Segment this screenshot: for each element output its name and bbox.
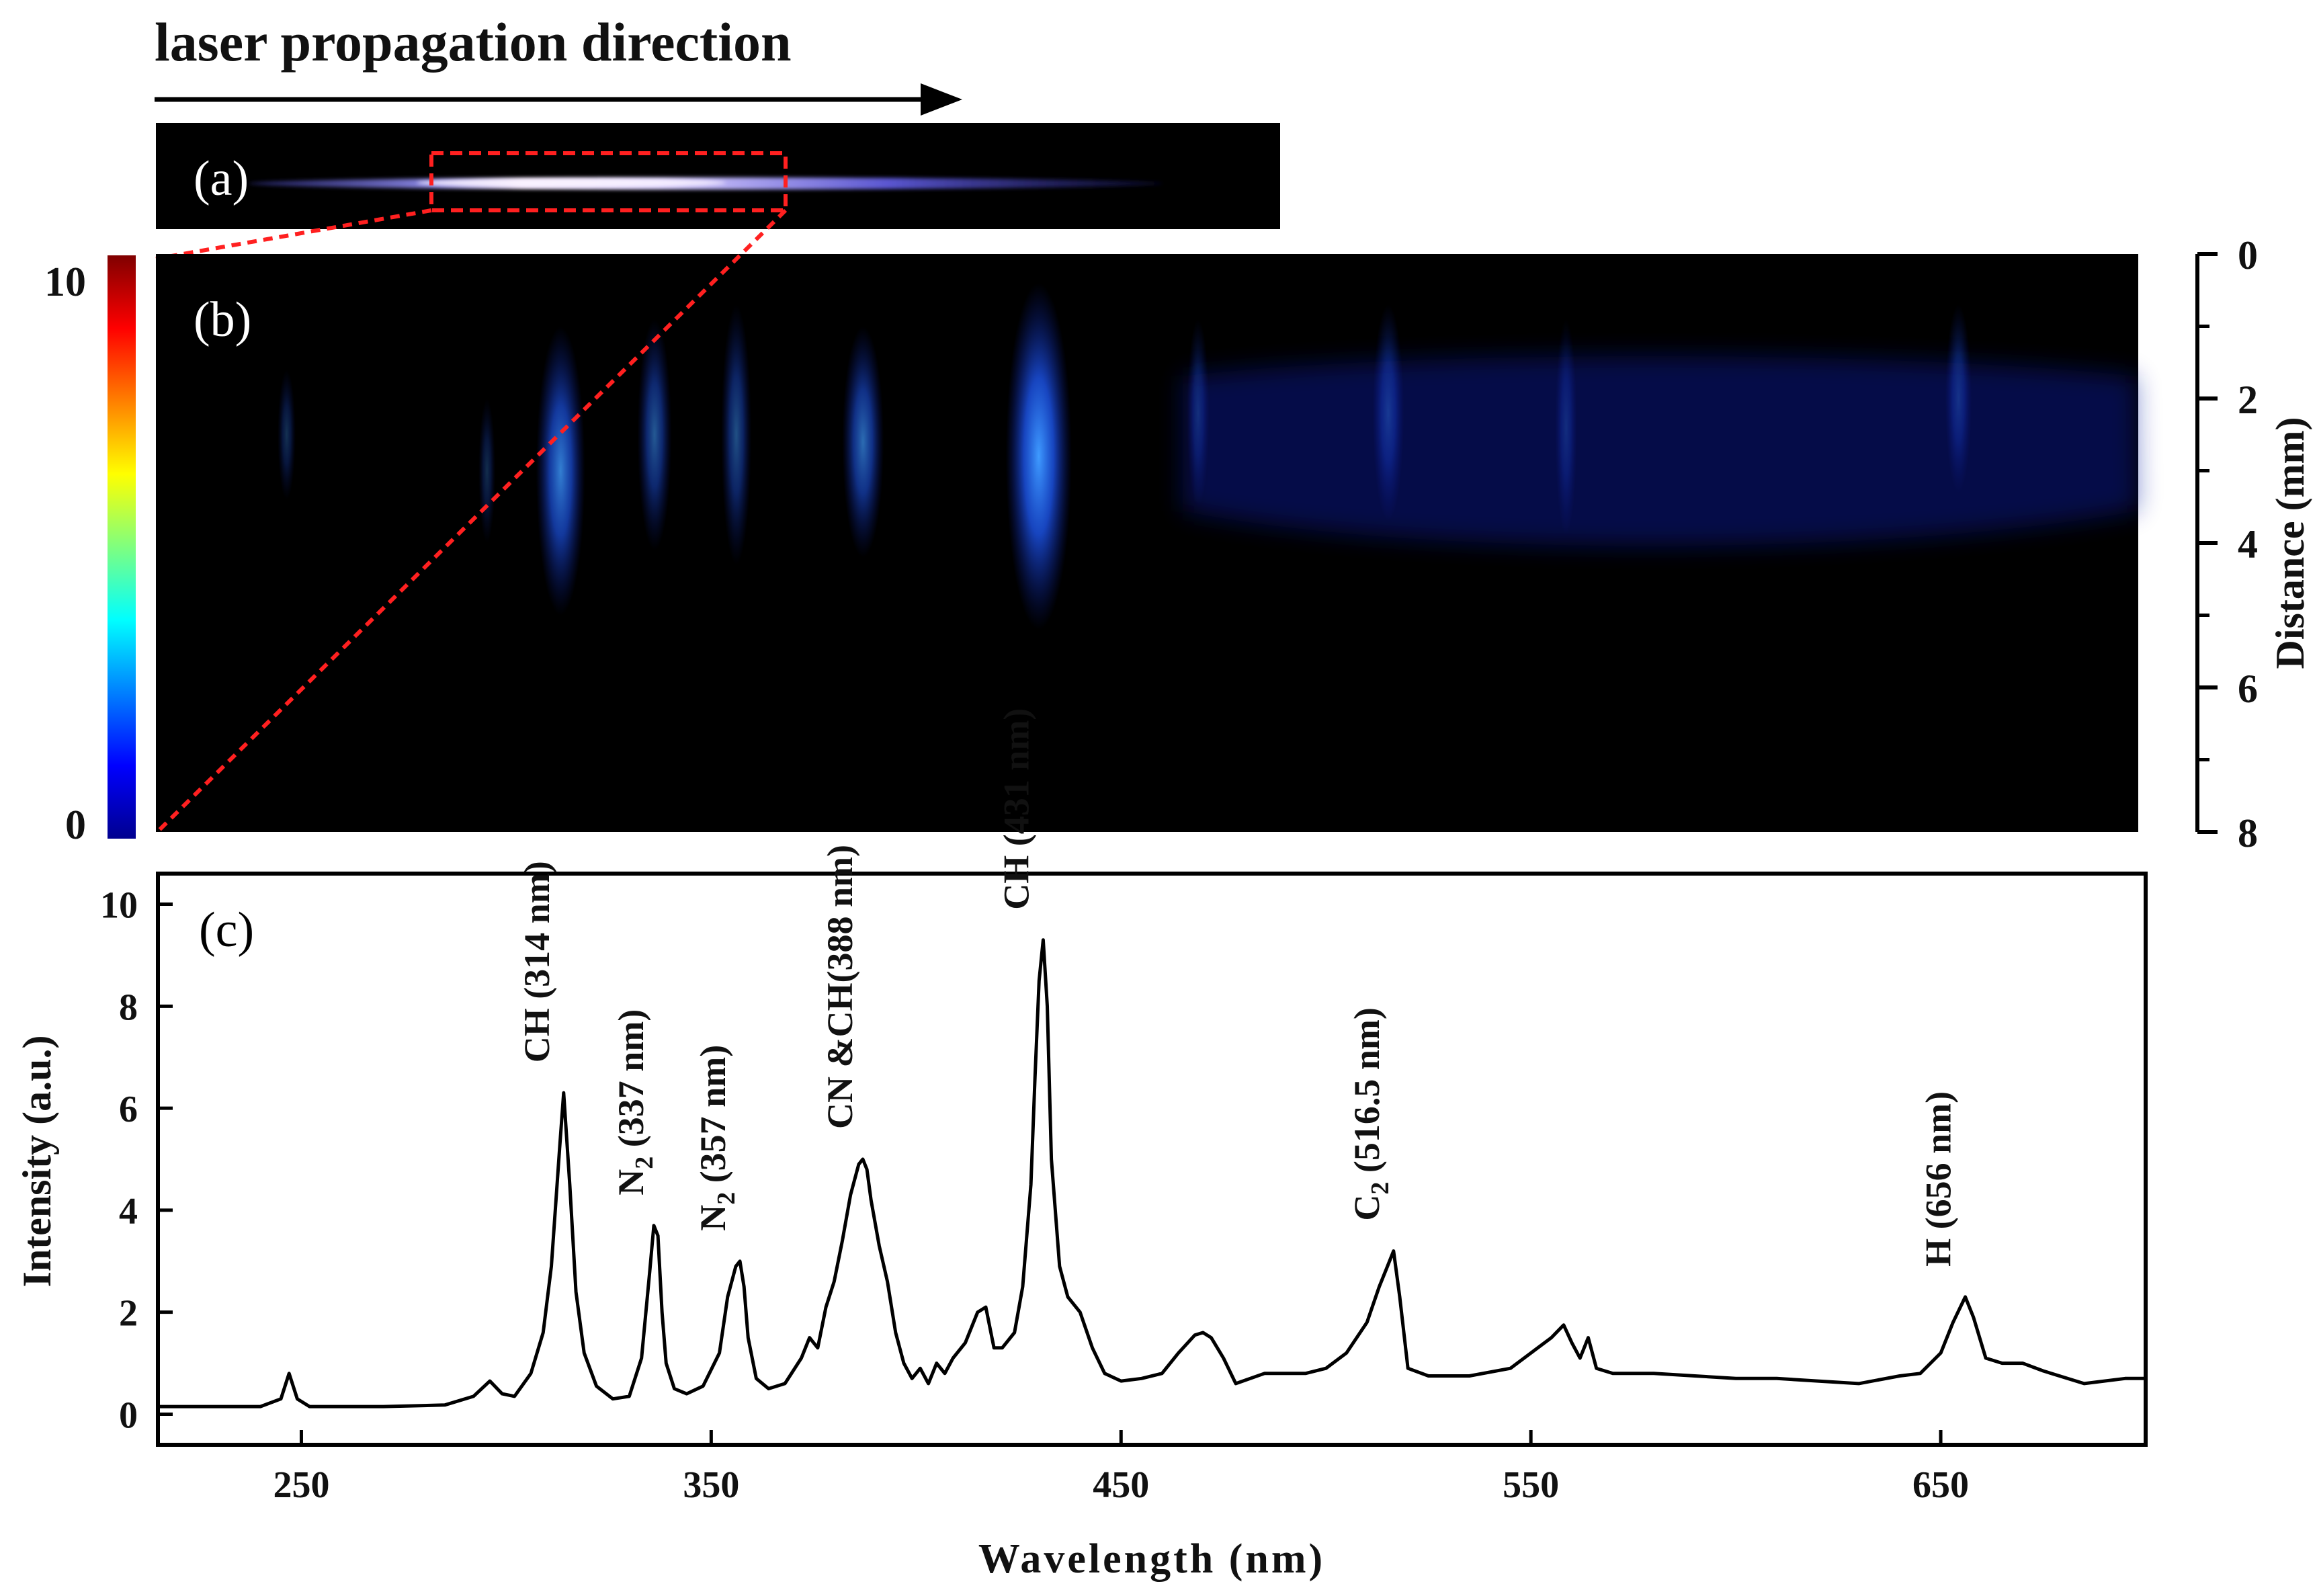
zoom-line-right [154,208,788,835]
y-tick-label: 4 [119,1191,138,1232]
x-axis-label: Wavelength (nm) [978,1536,1325,1582]
x-tick-label: 250 [273,1464,329,1506]
y-tick-label: 6 [119,1089,138,1130]
distance-axis-label: Distance (mm) [2268,417,2312,669]
panel-c-frame [156,872,2148,1447]
y-tick-label: 0 [119,1394,138,1436]
distance-axis: 0 2 4 6 8 [2195,233,2258,855]
x-tick-label: 450 [1093,1464,1149,1506]
peak-label: N2 (357 nm) [693,1045,741,1231]
y-tick-label: 10 [100,885,138,927]
x-tick-label: 550 [1503,1464,1559,1506]
colorbar [108,255,136,839]
panel-c-label: (c) [199,902,254,958]
emission-band [842,326,884,558]
peak-label: CN &CH(388 nm) [820,845,860,1129]
peak-labels: CH (314 nm) N2 (337 nm) N2 (357 nm) CN &CH(… [517,708,1959,1267]
x-tick-label: 650 [1912,1464,1969,1506]
peak-label: N2 (337 nm) [611,1009,659,1195]
panel-a-image [156,123,1280,229]
colorbar-max-label: 10 [44,259,86,305]
propagation-arrow-head [921,83,962,116]
distance-tick-label: 0 [2238,233,2258,278]
panel-b-heatmap: (b) [156,254,2138,832]
peak-label: H (656 nm) [1919,1091,1959,1267]
y-tick-label: 2 [119,1293,138,1335]
peak-label: CH (314 nm) [517,861,557,1062]
emission-band [278,370,296,500]
emission-band [478,398,496,543]
peak-label: CH (431 nm) [996,708,1036,910]
plasma-filament-core [417,179,726,187]
y-tick-label: 8 [119,986,138,1028]
spectrum-axes: 250 350 450 550 650 0 2 4 6 8 10 [100,885,1969,1506]
emission-band [536,326,585,616]
distance-tick-label: 6 [2238,667,2258,711]
panel-a-label: (a) [194,151,249,206]
selection-box [429,151,788,212]
x-tick-label: 350 [683,1464,739,1506]
heatmap-background [156,254,2138,832]
zoom-line-left [155,208,432,261]
distance-tick-label: 4 [2238,522,2258,566]
distance-tick-label: 8 [2238,811,2258,855]
emission-band [721,304,752,565]
peak-label: C2 (516.5 nm) [1347,1007,1394,1220]
colorbar-min-label: 0 [65,802,86,848]
heatmap-glow-region [1183,356,2138,546]
spectrum-line [158,938,2146,1409]
y-axis-label: Intensity (a.u.) [15,1035,59,1287]
emission-band [1005,283,1072,630]
emission-band [637,319,672,550]
panel-b-label: (b) [194,292,251,347]
distance-tick-label: 2 [2238,378,2258,422]
propagation-title: laser propagation direction [155,11,792,73]
